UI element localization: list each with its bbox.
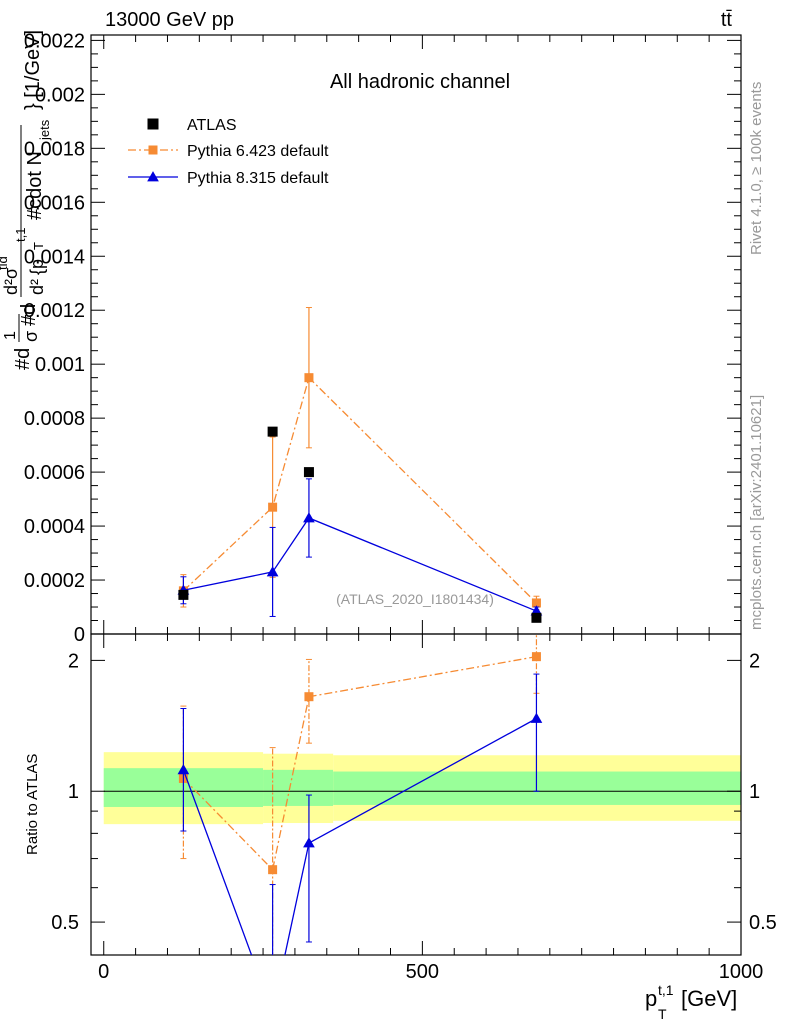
ratio-data-point	[303, 837, 315, 848]
ratio-y-tick-label-right: 0.5	[749, 912, 777, 934]
legend-marker	[147, 118, 159, 130]
process-label: tt̄	[721, 9, 733, 31]
uncertainty-band-green	[333, 771, 741, 805]
series-line	[182, 376, 537, 604]
y-axis-label-part: #d	[18, 304, 40, 326]
x-axis-label: p t,1 T [GeV]	[645, 982, 737, 1022]
y-tick-label: 0.0022	[24, 30, 85, 52]
y-tick-label: 0.0016	[24, 192, 85, 214]
mcplots-reference-label: mcplots.cern.ch [arXiv:2401.10621]	[748, 395, 765, 630]
data-point	[303, 467, 314, 478]
y-axis-label-part: 1	[2, 331, 19, 340]
y-tick-label: 0.0014	[24, 246, 85, 268]
x-tick-label: 0	[98, 961, 109, 983]
ratio-data-point	[268, 865, 278, 875]
ratio-panel: 0 500 1000 0.5 0.5 1 1 2 2 Ratio to ATLAS p t,1 T [Ge…	[24, 633, 777, 1022]
ratio-y-axis-label: Ratio to ATLAS	[24, 754, 41, 855]
data-point	[531, 612, 542, 623]
y-tick-label: 0	[74, 624, 85, 646]
analysis-watermark: (ATLAS_2020_I1801434)	[336, 591, 494, 607]
ratio-y-tick-label-right: 1	[749, 781, 760, 803]
ratio-data-point	[304, 692, 314, 702]
data-point	[531, 598, 541, 608]
ratio-frame	[90, 633, 742, 956]
series-atlas	[178, 426, 542, 623]
y-tick-label: 0.0004	[24, 516, 85, 538]
ratio-series-pythia-8-315-default	[177, 673, 543, 1016]
ratio-data-point	[530, 712, 543, 723]
y-axis-label-part: } [1/GeV]	[22, 30, 44, 110]
y-tick-label: 0.0006	[24, 462, 85, 484]
x-axis-label-unit: [GeV]	[681, 986, 737, 1011]
main-panel: 0 0.0002 0.0004 0.0006 0.0008 0.001 0.0012 0.00…	[0, 30, 742, 646]
y-axis-label-part: d²	[27, 279, 47, 295]
series-pythia-6-423-default	[178, 307, 541, 611]
energy-label: 13000 GeV pp	[105, 9, 234, 31]
y-tick-label: 0.0002	[24, 570, 85, 592]
ratio-data-point	[531, 652, 541, 662]
legend-item: ATLAS	[147, 117, 237, 134]
ratio-data-point	[177, 763, 190, 775]
data-point	[268, 502, 278, 512]
legend-marker	[148, 145, 158, 155]
x-axis-label-sup: t,1	[658, 982, 674, 998]
legend-item: Pythia 8.315 default	[128, 170, 329, 187]
ratio-data-point	[267, 1006, 279, 1016]
legend-item: Pythia 6.423 default	[128, 143, 329, 160]
uncertainty-band-green	[263, 769, 334, 806]
x-axis-label-sub: T	[658, 1006, 667, 1022]
x-axis-label-main: p	[645, 986, 657, 1011]
y-axis-label-part: σ	[21, 331, 41, 342]
legend-marker	[147, 171, 159, 182]
data-point	[303, 512, 315, 523]
y-axis-label-part: {p	[27, 259, 47, 275]
ratio-y-tick-label: 0.5	[51, 912, 79, 934]
ratio-y-tick-label: 1	[68, 781, 79, 803]
y-axis-label-part: tid	[0, 256, 10, 270]
x-tick-label: 500	[406, 961, 439, 983]
legend-label: ATLAS	[187, 117, 237, 134]
y-tick-label: 0.0018	[24, 138, 85, 160]
y-tick-label: 0.0008	[24, 408, 85, 430]
legend: ATLAS Pythia 6.423 default Pythia 8.315 de…	[128, 117, 329, 187]
data-point	[178, 589, 189, 600]
ratio-y-tick-label: 2	[68, 650, 79, 672]
y-tick-label: 0.001	[35, 354, 85, 376]
legend-label: Pythia 8.315 default	[187, 170, 329, 187]
legend-label: Pythia 6.423 default	[187, 143, 329, 160]
ratio-y-tick-label-right: 2	[749, 650, 760, 672]
ratio-series-line	[182, 656, 537, 871]
data-point	[304, 373, 314, 383]
data-point	[267, 426, 278, 437]
rivet-version-label: Rivet 4.1.0, ≥ 100k events	[748, 82, 765, 255]
y-tick-label: 0.0012	[24, 300, 85, 322]
y-axis-label-part: #d	[12, 348, 34, 370]
y-axis-label-part: d²σ	[1, 268, 21, 295]
x-tick-label: 1000	[719, 961, 764, 983]
y-axis-label-part: #cdot N	[24, 151, 46, 220]
y-tick-label: 0.002	[35, 84, 85, 106]
ratio-series-line	[182, 717, 537, 955]
data-point	[266, 566, 279, 577]
y-axis-label-part: jets	[37, 119, 52, 141]
series-line	[183, 517, 537, 612]
y-axis-label-part: T	[31, 242, 46, 250]
panel-title: All hadronic channel	[330, 71, 510, 93]
